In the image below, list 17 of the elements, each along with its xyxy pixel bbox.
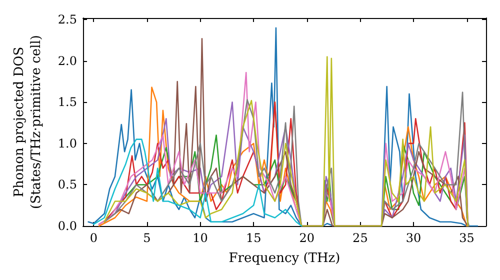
x-tick-label: 10: [192, 231, 208, 245]
x-tick-label: 30: [406, 231, 422, 245]
x-tick-label: 0: [90, 231, 98, 245]
x-tick-label: 15: [246, 231, 262, 245]
y-tick-label: 0.5: [58, 178, 77, 192]
y-tick-label: 1.5: [58, 95, 77, 110]
y-axis-title: Phonon projected DOS (States/THz·primitive cell): [12, 34, 44, 210]
x-tick-label: 35: [459, 231, 474, 245]
x-tick-label: 5: [143, 231, 151, 245]
y-tick-label: 1.0: [58, 136, 77, 150]
y-tick-label: 2.0: [58, 54, 77, 68]
line-series: [93, 138, 302, 227]
y-tick-label: 0.0: [58, 219, 77, 233]
y-tick-label: 2.5: [58, 12, 77, 27]
x-tick-label: 25: [352, 231, 368, 245]
x-axis-title: Frequency (THz): [228, 251, 340, 266]
x-tick-label: 20: [299, 231, 315, 245]
